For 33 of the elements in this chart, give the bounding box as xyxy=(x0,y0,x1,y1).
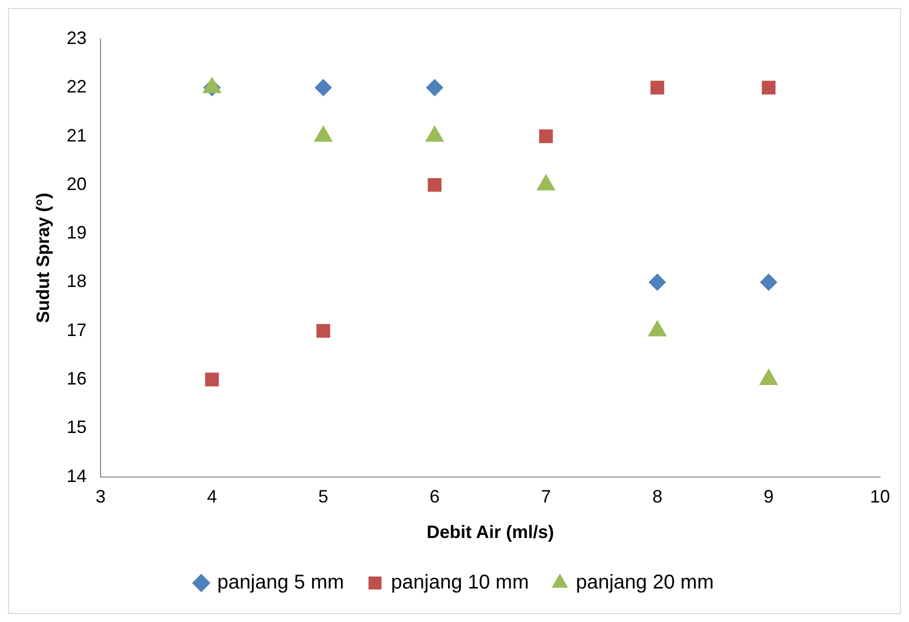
y-tick-label: 22 xyxy=(66,76,87,97)
x-tick-label: 9 xyxy=(764,486,774,507)
y-axis-title: Sudut Spray (°) xyxy=(32,192,53,323)
point xyxy=(762,80,776,95)
x-tick-label: 4 xyxy=(206,486,217,507)
x-tick-label: 3 xyxy=(96,486,106,507)
legend-label: panjang 20 mm xyxy=(576,572,714,594)
point xyxy=(539,129,553,144)
point xyxy=(650,80,664,95)
y-tick-label: 23 xyxy=(66,28,87,48)
y-tick-label: 20 xyxy=(66,174,87,194)
x-axis-title: Debit Air (ml/s) xyxy=(426,522,554,542)
y-tick-label: 14 xyxy=(66,466,87,486)
point xyxy=(205,372,219,386)
point xyxy=(648,274,666,291)
y-tick-label: 17 xyxy=(66,320,87,340)
y-tick-label: 15 xyxy=(66,417,87,438)
x-tick-label: 10 xyxy=(870,486,890,507)
point xyxy=(428,178,442,192)
x-tick-label: 6 xyxy=(430,486,440,507)
y-tick-label: 19 xyxy=(66,222,87,243)
y-tick-label: 18 xyxy=(66,271,87,292)
point xyxy=(426,79,444,96)
legend-label: panjang 10 mm xyxy=(391,572,529,594)
point xyxy=(314,79,332,96)
y-tick-label: 21 xyxy=(66,125,87,146)
y-tick-label: 16 xyxy=(66,368,87,388)
legend-label: panjang 5 mm xyxy=(217,572,344,594)
x-tick-label: 5 xyxy=(318,486,328,507)
x-tick-label: 7 xyxy=(540,486,551,507)
x-tick-label: 8 xyxy=(652,486,662,507)
point xyxy=(316,324,330,338)
point xyxy=(760,274,778,291)
